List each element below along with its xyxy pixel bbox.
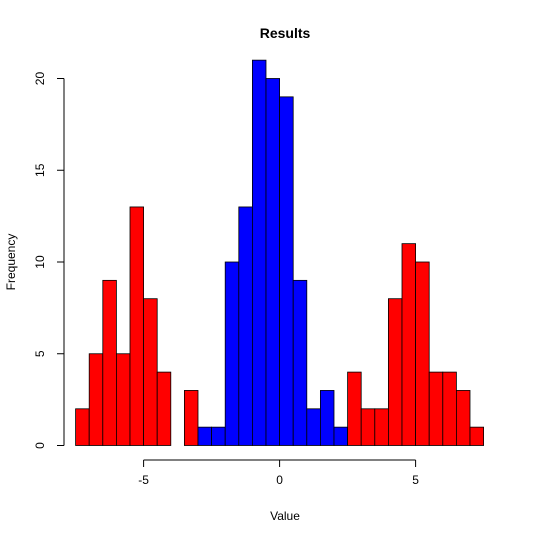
- x-tick-label: -5: [138, 473, 149, 487]
- histogram-bar: [238, 206, 253, 446]
- histogram-bar: [211, 426, 226, 446]
- bars-layer: [75, 59, 485, 446]
- histogram-bar: [415, 261, 430, 446]
- y-tick-label: 0: [33, 442, 47, 449]
- x-axis-label: Value: [270, 509, 300, 523]
- y-axis: 0 5 10 15 20: [33, 72, 65, 449]
- y-tick-label: 5: [33, 350, 47, 357]
- histogram-bar: [428, 371, 444, 446]
- histogram-bar: [401, 243, 417, 446]
- histogram-bar: [224, 261, 240, 446]
- histogram-bar: [102, 279, 117, 446]
- histogram-bar: [374, 408, 389, 446]
- chart-title: Results: [260, 25, 311, 41]
- histogram-bar: [129, 206, 145, 446]
- histogram-bar: [143, 298, 158, 446]
- histogram-bar: [156, 371, 172, 446]
- histogram-bar: [387, 298, 403, 446]
- histogram-bar: [455, 390, 471, 446]
- histogram-bar: [319, 390, 335, 446]
- y-axis-label: Frequency: [4, 234, 18, 291]
- histogram-bar: [265, 78, 281, 446]
- x-tick-label: 5: [412, 473, 419, 487]
- histogram-bar: [360, 408, 376, 446]
- histogram-bar: [469, 426, 485, 446]
- y-tick-label: 15: [33, 163, 47, 177]
- histogram-bar: [116, 353, 131, 446]
- histogram-bar: [442, 371, 457, 446]
- histogram-bar: [251, 59, 267, 446]
- x-tick-label: 0: [276, 473, 283, 487]
- histogram-bar: [333, 426, 349, 446]
- histogram-bar: [88, 353, 104, 446]
- histogram-bar: [347, 371, 362, 446]
- histogram-bar: [306, 408, 321, 446]
- y-tick-label: 20: [33, 72, 47, 86]
- histogram-bar: [183, 390, 199, 446]
- histogram-bar: [197, 426, 213, 446]
- histogram-bar: [292, 279, 308, 446]
- x-axis: -5 0 5: [138, 459, 419, 487]
- histogram-bar: [75, 408, 90, 446]
- histogram-bar: [279, 96, 294, 446]
- y-tick-label: 10: [33, 255, 47, 269]
